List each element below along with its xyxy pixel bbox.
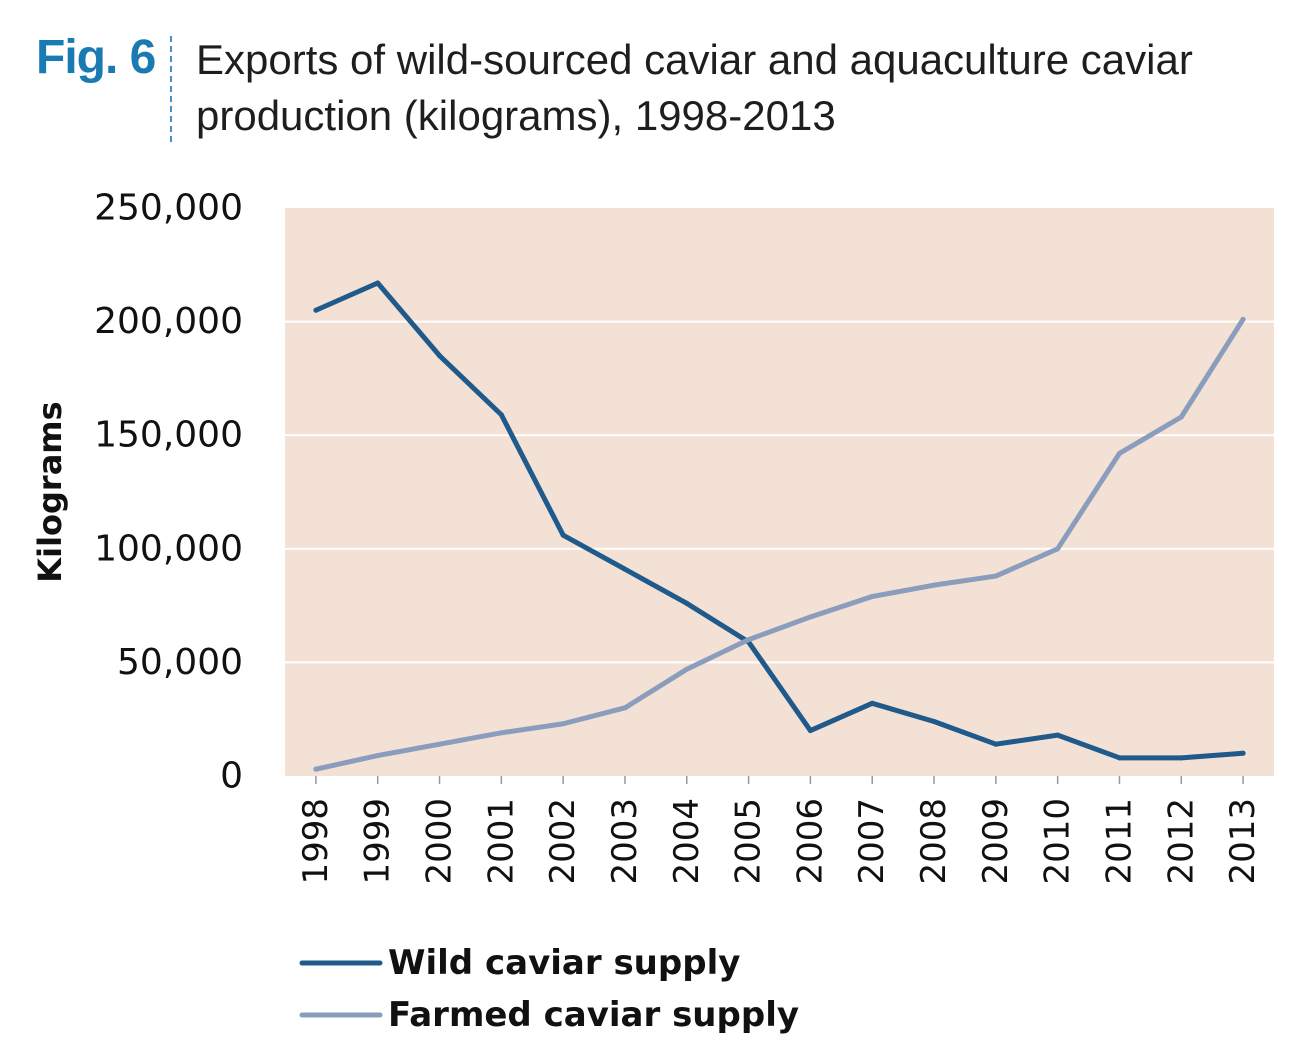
figure-title-line-1: Exports of wild-sourced caviar and aquac…: [196, 36, 1193, 83]
x-tick-label: 2013: [1223, 798, 1263, 885]
series-line-1: [313, 280, 1246, 761]
x-tick-label: 1998: [296, 798, 336, 885]
x-tick-label: 2001: [481, 798, 521, 885]
data-point: [622, 705, 628, 711]
data-point: [1178, 755, 1184, 761]
x-tick-label: 2011: [1099, 798, 1139, 885]
y-tick-label: 50,000: [117, 642, 243, 683]
data-point: [498, 730, 504, 736]
x-tick-label: 2009: [976, 798, 1016, 885]
data-point: [560, 532, 566, 538]
x-tick-label: 2005: [729, 798, 769, 885]
data-point: [1055, 546, 1061, 552]
x-tick-label: 2003: [605, 798, 645, 885]
data-point: [1240, 316, 1246, 322]
data-point: [1116, 450, 1122, 456]
figure-title-line-2: production (kilograms), 1998-2013: [196, 92, 836, 139]
x-tick-label: 2002: [543, 798, 583, 885]
y-tick-label: 250,000: [94, 188, 243, 229]
plot-area: [285, 208, 1274, 776]
y-tick-label: 150,000: [94, 415, 243, 456]
legend-label: Wild caviar supply: [388, 943, 740, 983]
data-point: [807, 614, 813, 620]
x-tick-label: 2008: [914, 798, 954, 885]
y-tick-label: 100,000: [94, 528, 243, 569]
title-divider: [170, 36, 172, 142]
data-point: [869, 700, 875, 706]
x-tick-label: 2010: [1038, 798, 1078, 885]
data-point: [375, 280, 381, 286]
data-point: [313, 766, 319, 772]
data-point: [313, 307, 319, 313]
data-point: [931, 582, 937, 588]
x-tick-label: 2004: [667, 798, 707, 885]
data-point: [498, 412, 504, 418]
data-point: [869, 594, 875, 600]
data-point: [1240, 750, 1246, 756]
x-tick-label: 2000: [420, 798, 460, 885]
y-axis-title: Kilograms: [31, 401, 69, 582]
data-point: [560, 721, 566, 727]
data-point: [684, 600, 690, 606]
data-point: [375, 753, 381, 759]
data-point: [807, 728, 813, 734]
data-point: [622, 566, 628, 572]
x-tick-label: 2012: [1161, 798, 1201, 885]
data-point: [684, 666, 690, 672]
data-point: [437, 741, 443, 747]
data-point: [993, 573, 999, 579]
data-point: [1116, 755, 1122, 761]
x-tick-label: 2007: [852, 798, 892, 885]
data-point: [1055, 732, 1061, 738]
data-point: [437, 353, 443, 359]
data-point: [1178, 414, 1184, 420]
data-point: [993, 741, 999, 747]
y-tick-label: 0: [220, 756, 243, 797]
figure-title: Exports of wild-sourced caviar and aquac…: [196, 32, 1276, 144]
data-point: [746, 637, 752, 643]
series-line-2: [313, 316, 1246, 772]
x-tick-label: 1999: [358, 798, 398, 885]
figure-number: Fig. 6: [36, 31, 156, 84]
legend-label: Farmed caviar supply: [388, 995, 799, 1035]
data-point: [931, 718, 937, 724]
x-tick-label: 2006: [790, 798, 830, 885]
y-tick-label: 200,000: [94, 301, 243, 342]
